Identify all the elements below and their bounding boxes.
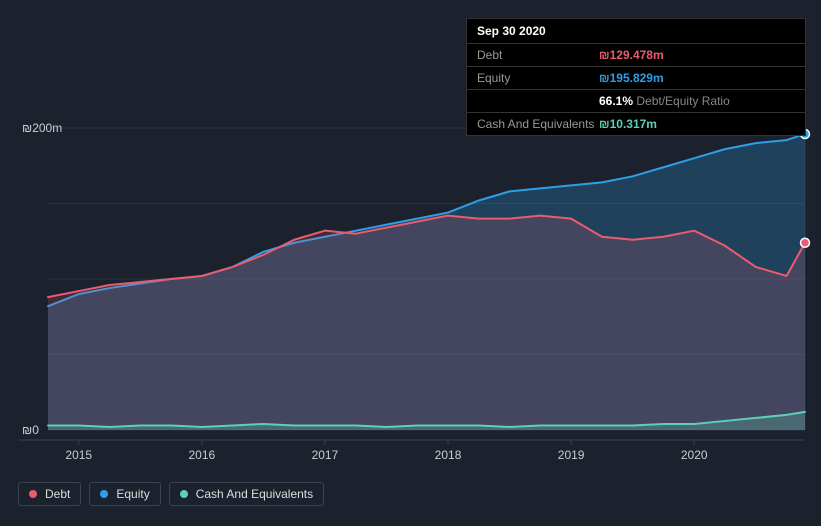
x-tick-label: 2017 xyxy=(312,448,339,462)
chart-tooltip: Sep 30 2020 Debt₪129.478mEquity₪195.829m… xyxy=(466,18,806,136)
tooltip-row: Equity₪195.829m xyxy=(467,67,805,90)
tooltip-label: Cash And Equivalents xyxy=(477,117,599,131)
debt-area xyxy=(48,216,805,430)
legend-swatch xyxy=(100,490,108,498)
legend-label: Cash And Equivalents xyxy=(196,487,313,501)
tooltip-row: Cash And Equivalents₪10.317m xyxy=(467,113,805,135)
tooltip-date: Sep 30 2020 xyxy=(467,19,805,44)
x-tick-label: 2016 xyxy=(189,448,216,462)
tooltip-label: Equity xyxy=(477,71,599,85)
debt-end-marker xyxy=(801,238,810,247)
legend-item-cash[interactable]: Cash And Equivalents xyxy=(169,482,324,506)
legend-item-debt[interactable]: Debt xyxy=(18,482,81,506)
x-tick-label: 2015 xyxy=(65,448,92,462)
tooltip-value: 66.1% Debt/Equity Ratio xyxy=(599,94,795,108)
x-tick-label: 2020 xyxy=(681,448,708,462)
y-tick-label: ₪200m xyxy=(22,121,62,135)
y-tick-label: ₪0 xyxy=(22,423,39,437)
legend-swatch xyxy=(29,490,37,498)
legend: Debt Equity Cash And Equivalents xyxy=(18,482,324,506)
tooltip-value: ₪10.317m xyxy=(599,117,795,131)
tooltip-rows: Debt₪129.478mEquity₪195.829m66.1% Debt/E… xyxy=(467,44,805,135)
tooltip-value: ₪129.478m xyxy=(599,48,795,62)
legend-label: Debt xyxy=(45,487,70,501)
legend-label: Equity xyxy=(116,487,149,501)
x-tick-label: 2018 xyxy=(435,448,462,462)
tooltip-row: Debt₪129.478m xyxy=(467,44,805,67)
tooltip-label xyxy=(477,94,599,108)
x-tick-label: 2019 xyxy=(558,448,585,462)
tooltip-row: 66.1% Debt/Equity Ratio xyxy=(467,90,805,113)
legend-item-equity[interactable]: Equity xyxy=(89,482,160,506)
legend-swatch xyxy=(180,490,188,498)
tooltip-label: Debt xyxy=(477,48,599,62)
tooltip-value: ₪195.829m xyxy=(599,71,795,85)
